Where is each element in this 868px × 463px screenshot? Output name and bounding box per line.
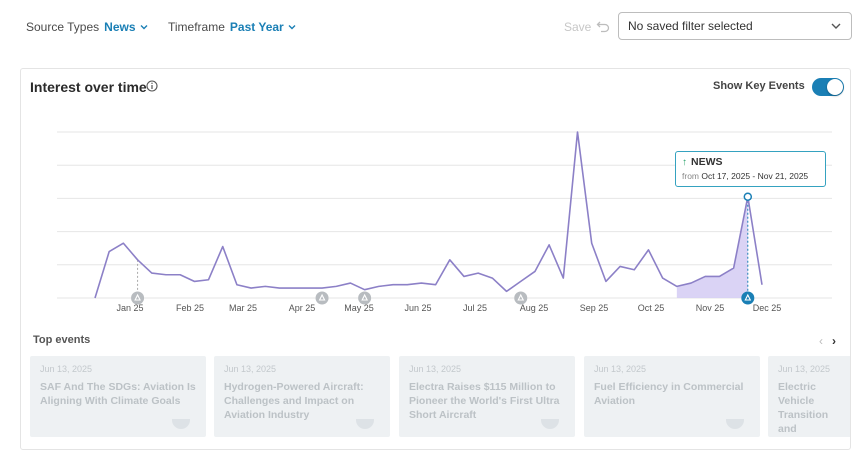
top-events-carousel: Jun 13, 2025 SAF And The SDGs: Aviation … — [30, 356, 850, 438]
x-tick-label: Jan 25 — [116, 303, 143, 313]
show-key-events-label: Show Key Events — [713, 80, 805, 92]
chevron-down-icon[interactable] — [140, 23, 148, 31]
source-types-value[interactable]: News — [104, 20, 136, 34]
x-tick-label: Oct 25 — [638, 303, 665, 313]
filter-bar: Source Types News Timeframe Past Year Sa… — [0, 0, 868, 56]
event-marker — [514, 291, 528, 305]
card-title: Interest over time — [30, 79, 147, 95]
source-types-filter[interactable]: Source Types News — [26, 20, 148, 34]
event-date: Jun 13, 2025 — [224, 364, 277, 374]
event-thumbnail — [172, 419, 190, 429]
event-thumbnail — [541, 419, 559, 429]
tooltip-title: NEWS — [691, 156, 723, 168]
arrow-up-icon: ↑ — [682, 156, 687, 168]
warning-icon — [318, 293, 326, 301]
info-icon[interactable] — [146, 80, 158, 92]
warning-icon — [134, 293, 141, 301]
event-title: Electra Raises $115 Million to Pioneer t… — [409, 381, 560, 421]
timeframe-value[interactable]: Past Year — [229, 20, 284, 34]
event-thumbnail — [726, 419, 744, 429]
chevron-left-icon[interactable]: ‹ — [819, 334, 823, 348]
top-events-label: Top events — [33, 334, 91, 346]
x-tick-label: May 25 — [344, 303, 374, 313]
x-tick-label: Jul 25 — [463, 303, 487, 313]
chevron-down-icon[interactable] — [831, 22, 841, 30]
saved-filter-value: No saved filter selected — [628, 19, 753, 33]
x-tick-label: Sep 25 — [580, 303, 609, 313]
warning-icon — [361, 293, 369, 301]
event-card[interactable]: Jun 13, 2025 Fuel Efficiency in Commerci… — [584, 356, 760, 437]
event-date: Jun 13, 2025 — [594, 364, 647, 374]
save-button[interactable]: Save — [564, 20, 592, 34]
timeframe-filter[interactable]: Timeframe Past Year — [168, 20, 296, 34]
event-marker — [315, 291, 329, 305]
event-card[interactable]: Jun 13, 2025 Hydrogen-Powered Aircraft: … — [214, 356, 390, 437]
event-thumbnail — [356, 419, 374, 429]
event-title: SAF And The SDGs: Aviation Is Aligning W… — [40, 381, 196, 407]
event-title: Hydrogen-Powered Aircraft: Challenges an… — [224, 381, 364, 421]
peak-point — [743, 192, 753, 201]
event-title: Fuel Efficiency in Commercial Aviation — [594, 381, 744, 407]
series-line — [94, 131, 763, 299]
event-card[interactable]: Jun 13, 2025 SAF And The SDGs: Aviation … — [30, 356, 206, 437]
interest-chart: Jan 25 Feb 25 Mar 25 Apr 25 May 25 Jun 25 Jul … — [21, 69, 850, 329]
x-tick-label: Dec 25 — [753, 303, 782, 313]
tooltip-from-label: from — [682, 171, 699, 181]
chevron-down-icon[interactable] — [288, 23, 296, 31]
event-marker — [131, 291, 145, 305]
x-tick-label: Jun 25 — [404, 303, 431, 313]
timeframe-label: Timeframe — [168, 20, 225, 34]
warning-icon — [517, 293, 525, 301]
chart-tooltip: ↑ NEWS from Oct 17, 2025 - Nov 21, 2025 — [675, 151, 826, 187]
saved-filter-select[interactable]: No saved filter selected — [618, 12, 852, 40]
source-types-label: Source Types — [26, 20, 100, 34]
tooltip-range: Oct 17, 2025 - Nov 21, 2025 — [701, 171, 809, 181]
chart-svg: Jan 25 Feb 25 Mar 25 Apr 25 May 25 Jun 25 Jul … — [57, 131, 832, 313]
x-tick-label: Apr 25 — [289, 303, 316, 313]
x-tick-label: Aug 25 — [520, 303, 549, 313]
event-date: Jun 13, 2025 — [778, 364, 831, 374]
key-event-marker — [741, 291, 755, 305]
x-tick-label: Mar 25 — [229, 303, 257, 313]
event-card[interactable]: Jun 13, 2025 Electric Vehicle Transition… — [768, 356, 850, 437]
show-key-events-toggle[interactable] — [812, 78, 844, 96]
toggle-knob — [827, 79, 843, 95]
event-marker — [358, 291, 372, 305]
x-tick-label: Feb 25 — [176, 303, 204, 313]
undo-icon[interactable] — [596, 19, 610, 33]
interest-over-time-card: Interest over time Show Key Events Jan 2… — [20, 68, 851, 450]
chevron-right-icon[interactable]: › — [832, 334, 836, 348]
event-date: Jun 13, 2025 — [40, 364, 93, 374]
event-card[interactable]: Jun 13, 2025 Electra Raises $115 Million… — [399, 356, 575, 437]
warning-icon — [744, 293, 752, 301]
event-date: Jun 13, 2025 — [409, 364, 462, 374]
highlight-area — [676, 196, 748, 298]
x-tick-label: Nov 25 — [696, 303, 725, 313]
event-title: Electric Vehicle Transition and — [778, 381, 829, 435]
